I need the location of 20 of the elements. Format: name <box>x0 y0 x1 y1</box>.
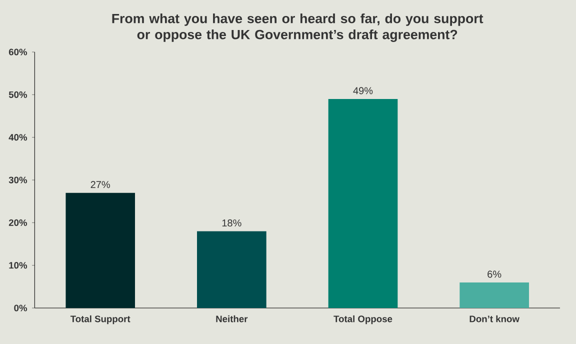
data-label: 49% <box>353 87 373 94</box>
data-label: 27% <box>90 181 110 188</box>
y-tick-label: 10% <box>9 262 28 269</box>
y-tick-label: 0% <box>14 304 28 312</box>
bar <box>460 282 529 308</box>
data-label: 18% <box>222 219 242 226</box>
x-tick-label: Neither <box>216 315 248 322</box>
y-tick-label: 50% <box>8 91 28 98</box>
x-tick-label: Total Support <box>70 315 130 324</box>
y-tick-label: 60% <box>8 48 28 56</box>
chart-title: From what you have seen or heard so far, do you support or oppose the UK Government’s draft agreement? <box>112 13 484 42</box>
bar <box>66 192 135 308</box>
x-tick-label: Don’t know <box>470 315 520 322</box>
data-label: 6% <box>488 270 502 278</box>
y-tick-label: 20% <box>8 219 28 226</box>
y-tick-label: 40% <box>8 134 28 141</box>
bar <box>328 98 398 308</box>
x-tick-label: Total Oppose <box>334 315 392 324</box>
y-tick-label: 30% <box>8 176 28 184</box>
bar <box>197 231 266 308</box>
